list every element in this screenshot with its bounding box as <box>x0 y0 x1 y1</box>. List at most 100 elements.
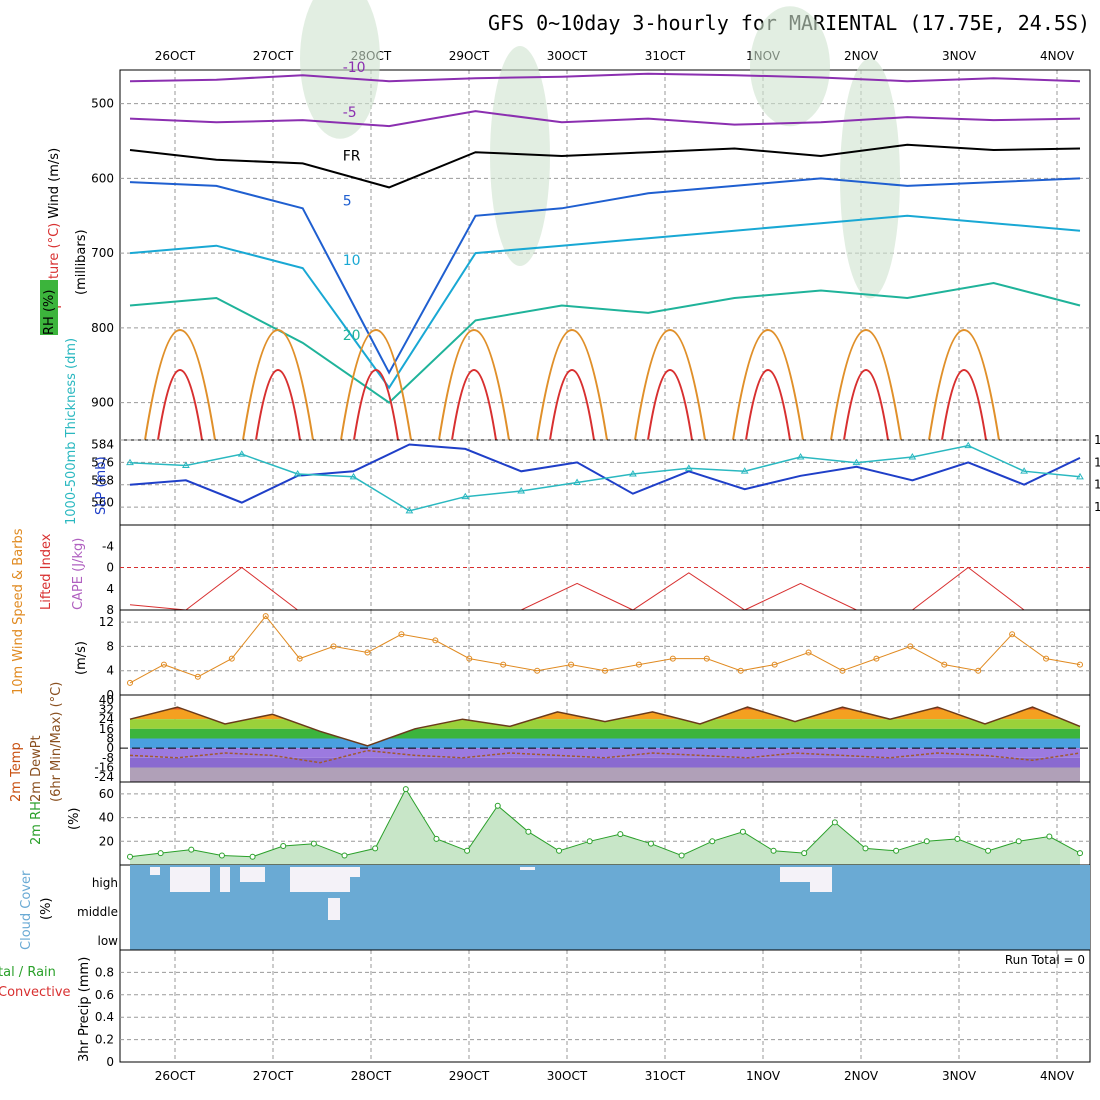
rh-marker <box>954 835 961 842</box>
y-tick-label: 0.6 <box>95 988 114 1002</box>
date-tick-bottom: 29OCT <box>449 1069 490 1083</box>
date-tick-bottom: 26OCT <box>155 1069 196 1083</box>
y-tick-label: 4 <box>106 582 114 596</box>
wind-speed-marker <box>330 643 337 650</box>
rh-marker <box>739 828 746 835</box>
date-tick-top: 3NOV <box>942 49 977 63</box>
wind-speed-marker <box>1043 655 1050 662</box>
warm-contour <box>340 329 412 441</box>
y-tick-label: 1015 <box>1094 455 1100 469</box>
date-tick-bottom: 3NOV <box>942 1069 977 1083</box>
rh-shading <box>750 6 830 127</box>
y-tick-label: -24 <box>94 770 114 784</box>
y-tick-label: 32 <box>99 703 114 717</box>
wind-speed-marker <box>907 643 914 650</box>
date-tick-top: 4NOV <box>1040 49 1075 63</box>
cloud-level-label: high <box>92 876 118 890</box>
y-axis-label: 10m Wind Speed & Barbs <box>11 528 26 695</box>
warm-contour <box>745 369 791 441</box>
warm-contour <box>451 369 497 441</box>
y-axis-label-part: Wind <box>47 186 62 219</box>
wind-speed-line <box>129 615 1081 684</box>
rh-shading <box>840 58 900 299</box>
contour-label: 10 <box>343 253 361 269</box>
y-axis-label-part: (°C) <box>47 223 62 249</box>
y-tick-label: 8 <box>106 603 114 617</box>
y-tick-label: 8 <box>106 732 114 746</box>
y-tick-label-thickness: 560 <box>91 496 114 510</box>
cloud-clear-gap <box>150 867 160 875</box>
temp-band <box>130 748 1080 758</box>
rh-marker <box>1077 850 1083 857</box>
y-axis-label2: (%) <box>67 808 82 831</box>
date-tick-bottom: 4NOV <box>1040 1069 1075 1083</box>
thickness-marker <box>349 472 358 480</box>
warm-contour <box>928 329 1000 441</box>
rh-marker <box>893 847 900 854</box>
y-tick-label: 1010 <box>1094 478 1100 492</box>
warm-contour <box>732 329 804 441</box>
contour-10 <box>129 214 1081 390</box>
wind-speed-marker <box>669 655 676 662</box>
rh-marker <box>433 835 440 842</box>
rh-marker <box>586 838 593 845</box>
cloud-clear-gap <box>240 867 265 882</box>
rh-marker <box>770 847 777 854</box>
y-axis-label: Lifted Index <box>39 533 54 610</box>
wind-speed-marker <box>466 655 473 662</box>
temp-band <box>130 767 1080 782</box>
contour-5 <box>129 177 1081 375</box>
cloud-fill <box>130 865 1090 950</box>
y-tick-label-thickness: 584 <box>91 437 114 451</box>
warm-contour <box>843 369 889 441</box>
contour--5 <box>129 110 1081 128</box>
temp-band <box>130 709 1080 720</box>
thickness-marker <box>852 458 861 466</box>
wind-speed-marker <box>975 667 982 674</box>
bottom-date-axis: 26OCT 27OCT 28OCT 29OCT 30OCT 31OCT 1NOV 2NOV 3N… <box>155 1069 1075 1083</box>
thickness-marker <box>1020 467 1029 474</box>
rh-shading <box>300 0 380 139</box>
cloud-clear-gap <box>810 867 832 892</box>
date-tick-top: 27OCT <box>253 49 294 63</box>
rh-marker <box>280 843 287 850</box>
wind-speed-marker <box>398 631 405 638</box>
y-tick-label: 12 <box>99 615 114 629</box>
dewpoint-line <box>129 749 1081 764</box>
thickness-marker <box>405 506 414 514</box>
wind-speed-marker <box>1077 661 1083 668</box>
rh-line <box>129 788 1081 858</box>
y-tick-label: 40 <box>99 811 114 825</box>
rh-legend-swatch <box>40 280 58 335</box>
wind-speed-marker <box>364 649 371 656</box>
rh-marker <box>709 838 716 845</box>
date-tick-top: 29OCT <box>449 49 490 63</box>
date-tick-top: 30OCT <box>547 49 588 63</box>
wind-speed-marker <box>602 667 608 674</box>
warm-contour <box>255 369 301 441</box>
wind-speed-marker <box>771 661 778 668</box>
y-tick-label: 16 <box>99 722 114 736</box>
wind-speed-marker <box>737 667 744 674</box>
y-tick-label: 1005 <box>1094 500 1100 514</box>
date-tick-top: 31OCT <box>645 49 686 63</box>
y-tick-label: -8 <box>102 751 114 765</box>
thickness-line <box>129 444 1081 512</box>
temp-band <box>130 707 1080 710</box>
y-axis-label: 3hr Precip (mm) <box>77 957 92 1062</box>
cloud-level-label: middle <box>77 905 118 919</box>
y-tick-label: 60 <box>99 787 114 801</box>
warm-contour <box>549 369 595 441</box>
warm-contour <box>438 329 510 441</box>
y-tick-label: 900 <box>91 396 114 410</box>
y-tick-label: -4 <box>102 539 114 553</box>
warm-contour <box>144 329 216 441</box>
y-axis-label2: (%) <box>39 898 54 921</box>
wind-speed-marker <box>127 679 133 686</box>
wind-speed-marker <box>160 661 167 668</box>
contour-label: -10 <box>343 60 366 76</box>
wind-speed-marker <box>194 673 201 680</box>
